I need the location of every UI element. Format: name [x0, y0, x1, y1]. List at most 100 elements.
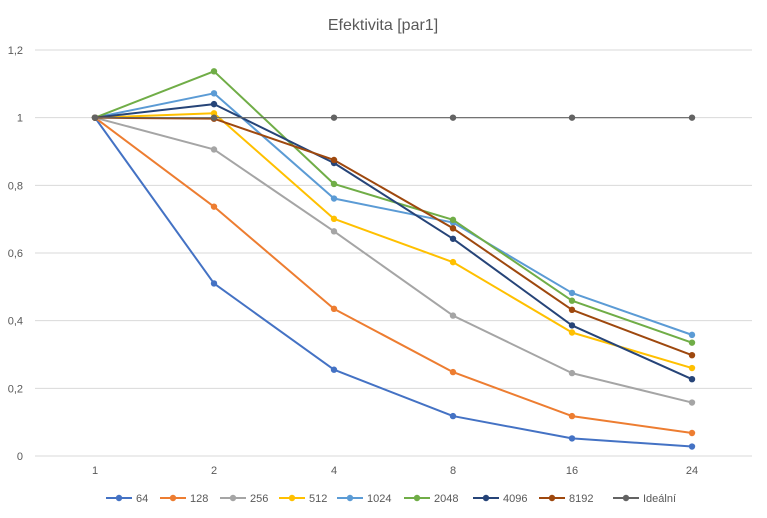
legend-label: 1024	[367, 493, 391, 505]
data-point	[210, 90, 218, 97]
series-line	[94, 116, 693, 434]
legend-label: 8192	[569, 493, 593, 505]
legend-swatch-marker	[622, 494, 630, 502]
series-line	[94, 112, 693, 369]
legend-swatch-marker	[413, 494, 421, 502]
legend-label: 512	[309, 493, 327, 505]
legend: 64 128 256 512 1024 2048 4096 8192 Ideální	[106, 493, 676, 505]
legend-item: 2048	[404, 493, 458, 505]
data-point	[449, 235, 457, 242]
gridlines	[35, 49, 752, 457]
chart-title: Efektivita [par1]	[328, 17, 438, 34]
legend-item: 512	[279, 493, 327, 505]
data-point	[688, 351, 696, 359]
legend-swatch-marker	[288, 494, 296, 502]
legend-item: 256	[220, 493, 268, 505]
legend-label: 2048	[434, 493, 458, 505]
data-point	[568, 114, 576, 121]
data-point	[330, 366, 338, 373]
legend-item: 1024	[337, 493, 391, 505]
y-tick-label: 1,2	[8, 45, 23, 57]
data-point	[330, 215, 338, 223]
legend-swatch-marker	[229, 494, 237, 502]
data-point	[568, 297, 576, 304]
legend-item: 4096	[473, 493, 527, 505]
data-point	[688, 399, 696, 406]
data-point	[210, 100, 218, 108]
x-axis-ticks: 1 2 4 8 16 24	[92, 465, 698, 477]
y-axis-ticks: 0 0,2 0,4 0,6 0,8 1 1,2	[8, 45, 23, 463]
legend-label: Ideální	[643, 493, 676, 505]
series-256	[91, 114, 696, 406]
data-point	[688, 331, 696, 339]
legend-item: 8192	[539, 493, 593, 505]
series-line	[94, 92, 693, 336]
data-point	[210, 114, 218, 121]
data-point	[210, 203, 218, 210]
series-line	[94, 117, 693, 448]
series-line	[94, 116, 693, 404]
data-point	[330, 228, 338, 235]
legend-label: 128	[190, 493, 208, 505]
legend-swatch-marker	[169, 494, 177, 502]
legend-item: 128	[160, 493, 208, 505]
data-point	[91, 114, 99, 121]
x-tick-label: 4	[331, 465, 337, 477]
x-tick-label: 24	[686, 465, 698, 477]
legend-label: 256	[250, 493, 268, 505]
x-tick-label: 1	[92, 465, 98, 477]
data-point	[330, 156, 338, 164]
series-1024	[91, 90, 696, 339]
series-4096	[91, 100, 696, 383]
data-point	[330, 195, 338, 202]
data-point	[688, 429, 696, 437]
x-tick-label: 2	[211, 465, 217, 477]
data-point	[568, 306, 576, 314]
y-tick-label: 0,4	[8, 316, 23, 328]
y-tick-label: 1	[17, 113, 23, 125]
data-point	[568, 412, 576, 420]
data-point	[449, 312, 457, 319]
data-point	[449, 216, 457, 224]
x-tick-label: 16	[566, 465, 578, 477]
legend-item: 64	[106, 493, 148, 505]
y-tick-label: 0,6	[8, 248, 23, 260]
series-Ideální	[91, 114, 696, 121]
data-point	[688, 364, 696, 372]
data-point	[330, 305, 338, 313]
data-point	[330, 114, 338, 121]
series-line	[94, 70, 693, 344]
data-point	[568, 322, 576, 329]
legend-swatch-marker	[482, 494, 490, 502]
series-lines	[91, 68, 696, 450]
data-point	[210, 110, 218, 117]
data-point	[330, 180, 338, 188]
y-tick-label: 0,8	[8, 180, 23, 192]
series-64	[91, 114, 696, 450]
data-point	[449, 412, 457, 420]
series-line	[94, 116, 693, 357]
data-point	[568, 329, 576, 336]
data-point	[449, 114, 457, 121]
data-point	[688, 443, 696, 450]
legend-swatch-marker	[346, 494, 354, 502]
series-8192	[91, 114, 696, 359]
data-point	[688, 375, 696, 383]
legend-item: Ideální	[613, 493, 676, 505]
data-point	[210, 280, 218, 287]
legend-swatch-marker	[115, 494, 123, 502]
data-point	[568, 369, 576, 377]
data-point	[688, 114, 696, 121]
legend-label: 4096	[503, 493, 527, 505]
data-point	[210, 146, 218, 153]
y-tick-label: 0,2	[8, 383, 23, 395]
series-line	[94, 103, 693, 381]
data-point	[568, 289, 576, 297]
data-point	[568, 435, 576, 442]
x-tick-label: 8	[450, 465, 456, 477]
y-tick-label: 0	[17, 451, 23, 463]
legend-swatch-marker	[548, 494, 556, 502]
data-point	[688, 339, 696, 346]
